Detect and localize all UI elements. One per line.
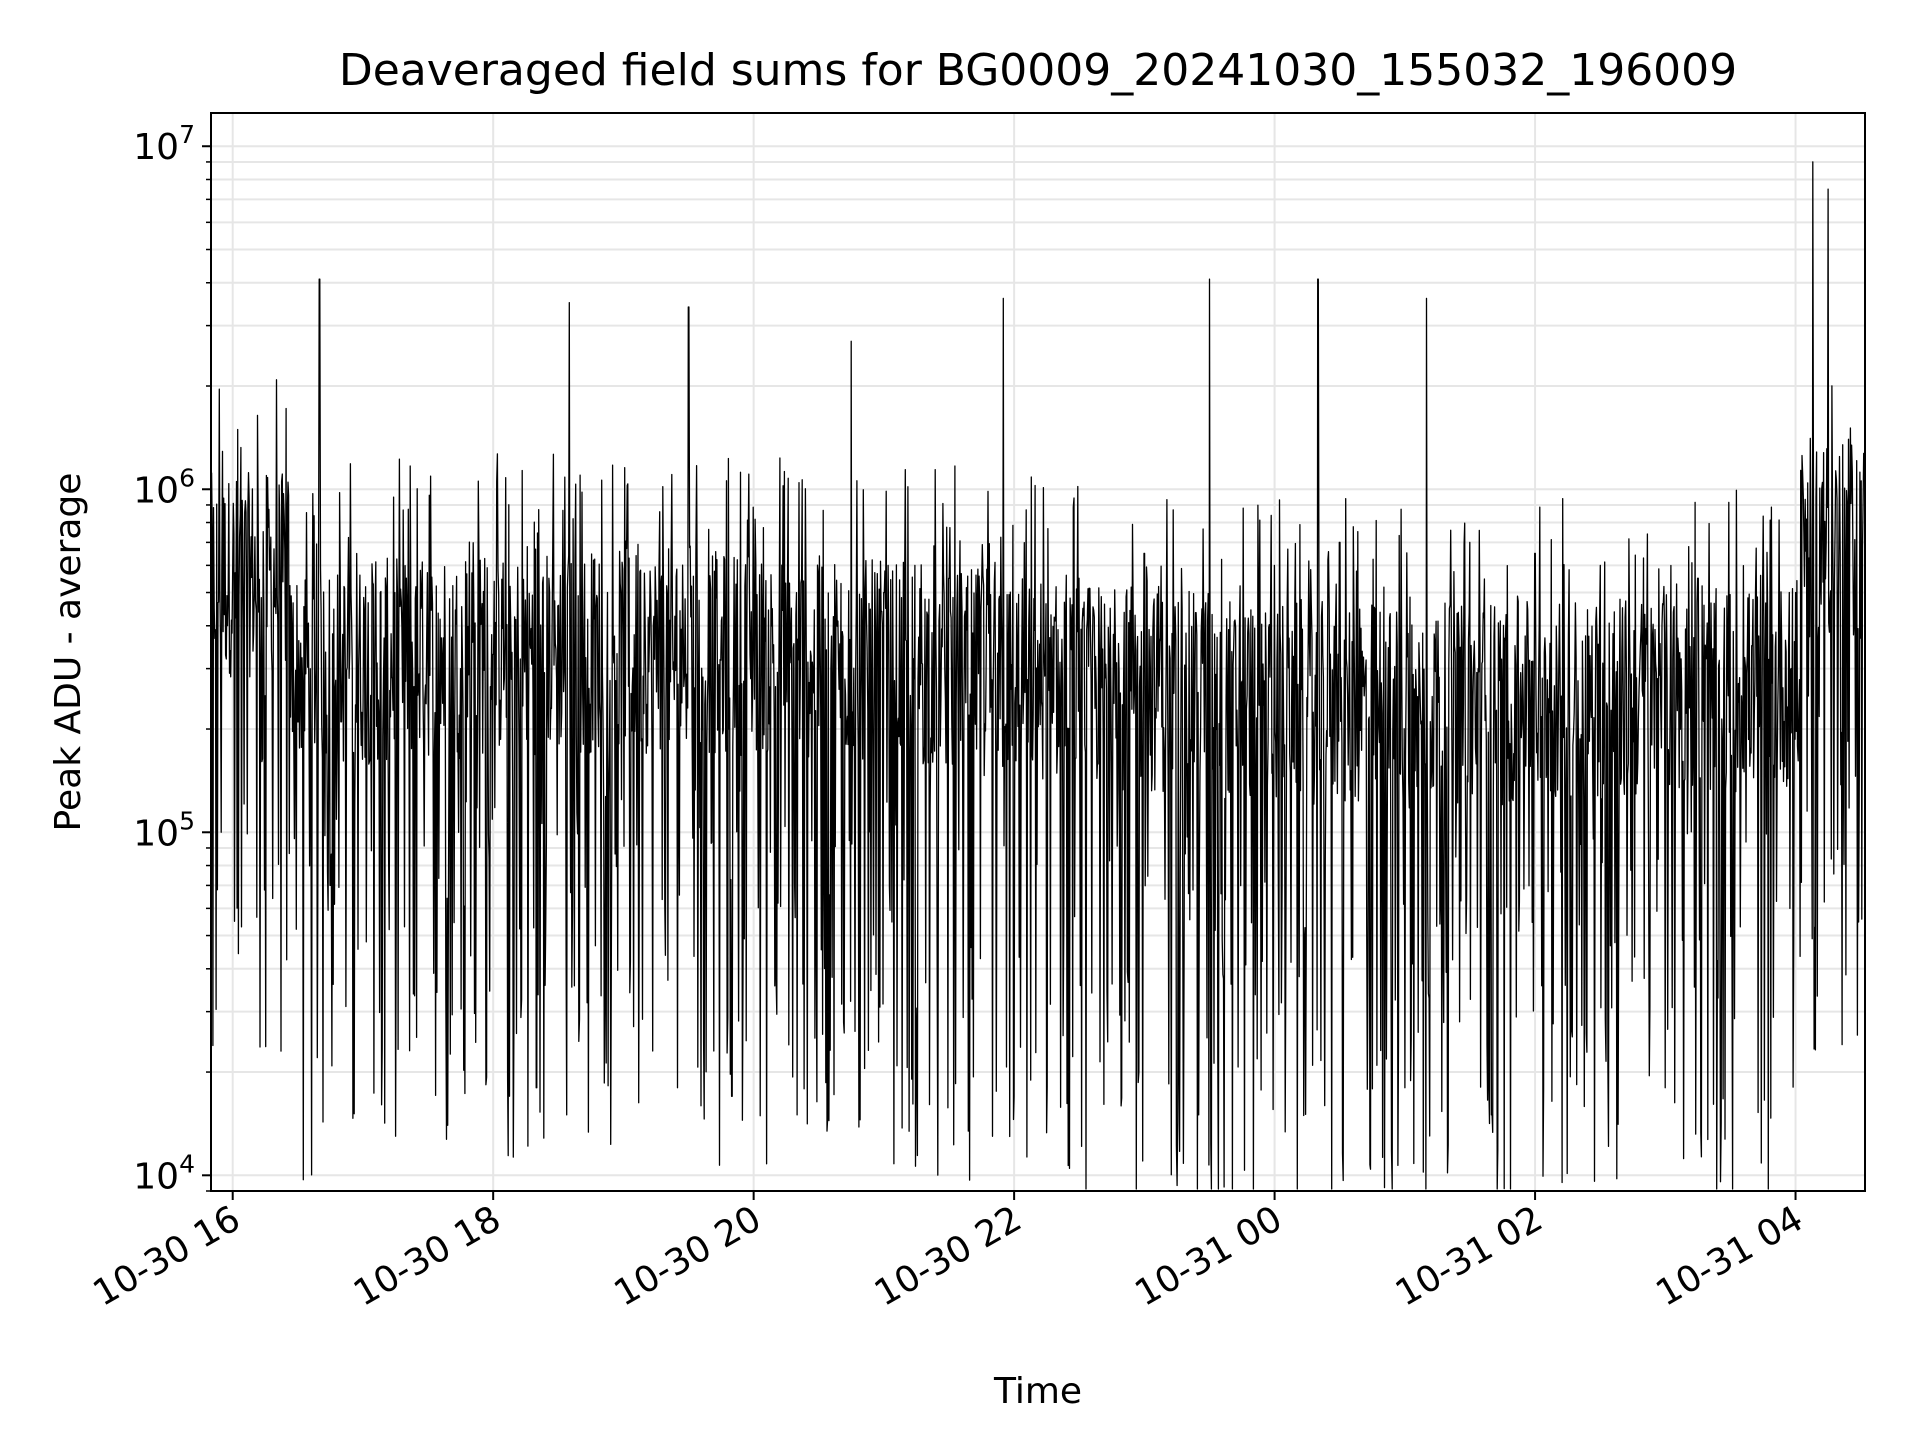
chart-title: Deaveraged field sums for BG0009_2024103… <box>339 45 1737 96</box>
x-axis-label: Time <box>993 1371 1082 1412</box>
y-tick-label: 104 <box>133 1149 195 1197</box>
series-line <box>210 161 1866 1190</box>
plot-frame <box>210 112 1866 1192</box>
y-tick-label: 105 <box>133 806 195 854</box>
y-tick-label: 106 <box>133 463 195 511</box>
y-axis-label: Peak ADU - average <box>48 473 89 832</box>
y-tick-label: 107 <box>133 120 195 168</box>
series-layer <box>210 161 1866 1190</box>
y-axis: 104 105 106 107 <box>133 120 211 1197</box>
